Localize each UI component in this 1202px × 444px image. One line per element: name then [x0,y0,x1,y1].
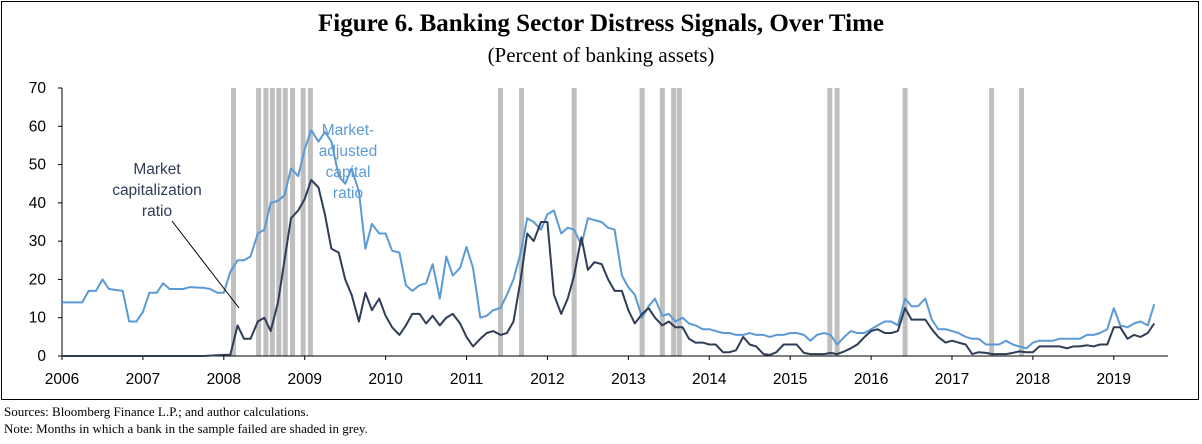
market-adjusted-capital-ratio-line [62,129,1156,350]
x-tick-label: 2012 [530,371,564,388]
y-tick-label: 20 [29,271,47,288]
failure-month-shade [269,88,275,356]
y-tick-label: 0 [37,348,46,365]
failure-month-shade [639,88,645,356]
failure-month-shade [276,88,282,356]
shading-note: Note: Months in which a bank in the samp… [4,421,368,436]
annotation-market-cap-ratio: capitalization [112,182,202,199]
failure-month-shade [498,88,504,356]
annotation-leader-line [171,220,240,309]
x-tick-label: 2008 [207,371,241,388]
y-tick-label: 70 [29,80,47,97]
y-tick-label: 30 [29,233,47,250]
failure-month-shade [1019,88,1025,356]
failure-month-shade [676,88,682,356]
failure-month-shade [519,88,525,356]
annotation-market-cap-ratio: ratio [142,203,172,220]
y-tick-label: 40 [29,195,47,212]
x-tick-label: 2006 [45,371,79,388]
failure-month-shade [659,88,665,356]
x-tick-label: 2007 [126,371,160,388]
failure-month-shade [307,88,313,356]
failure-month-shade [290,88,296,356]
x-tick-label: 2015 [773,371,807,388]
failure-month-shade [231,88,237,356]
annotation-market-adjusted-ratio: capital [326,164,371,181]
failure-month-shade [300,88,306,356]
x-tick-label: 2011 [450,371,483,388]
x-tick-label: 2018 [1016,371,1050,388]
y-tick-label: 50 [29,157,47,174]
failure-month-shade [827,88,833,356]
y-tick-label: 60 [29,118,47,135]
failure-month-shade [989,88,995,356]
line-chart: 0 10 20 30 40 50 60 70 2006 2007 2008 2009 2010 2011 2… [29,80,1168,388]
annotation-market-adjusted-ratio: adjusted [319,143,378,160]
x-tick-label: 2014 [692,371,727,388]
x-tick-label: 2010 [368,371,403,388]
figure-subtitle: (Percent of banking assets) [487,43,715,67]
series-lines-group [62,129,1156,357]
x-tick-label: 2019 [1097,371,1131,388]
figure-frame [1,1,1199,400]
annotation-market-adjusted-ratio: Market- [322,122,375,139]
failure-month-shade [571,88,577,356]
y-tick-label: 10 [29,310,47,327]
annotations-group: Market capitalization ratio Market-adjusted… [112,122,378,309]
failure-month-shade [282,88,288,356]
failure-month-shade [834,88,840,356]
annotation-market-adjusted-ratio: ratio [333,185,363,202]
failure-month-shade [256,88,262,356]
market-capitalization-ratio-line [62,178,1156,357]
failure-month-shade [902,88,908,356]
x-tick-label: 2016 [854,371,888,388]
sources-note: Sources: Bloomberg Finance L.P.; and aut… [4,404,309,419]
figure-title: Figure 6. Banking Sector Distress Signal… [317,10,884,37]
x-tick-label: 2013 [611,371,645,388]
x-tick-label: 2017 [935,371,969,388]
x-tick-label: 2009 [287,371,321,388]
annotation-market-cap-ratio: Market [133,161,181,178]
failure-month-shade [671,88,677,356]
axes-group: 0 10 20 30 40 50 60 70 2006 2007 2008 2009 2010 2011 2… [29,80,1168,388]
